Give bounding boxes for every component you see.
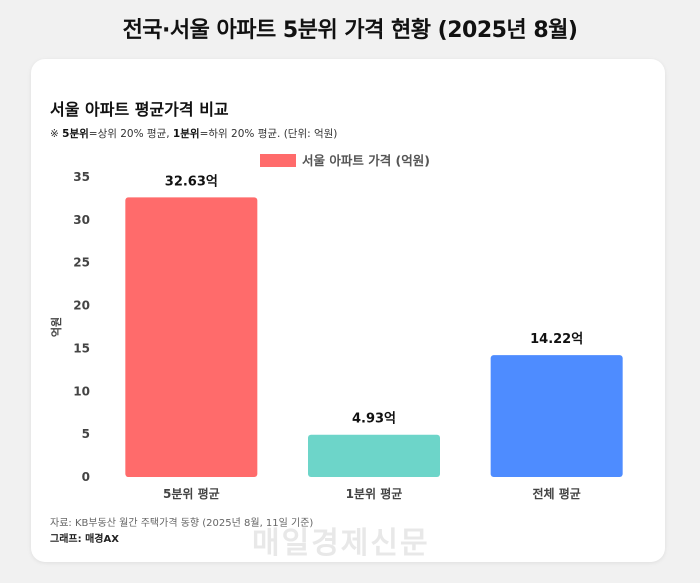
bars: 32.63억 4.93억 14.22억 (125, 174, 623, 478)
page-title: 전국·서울 아파트 5분위 가격 현황 (2025년 8월) (122, 18, 578, 43)
y-tick-label: 30 (73, 213, 90, 227)
y-tick-label: 5 (82, 427, 90, 441)
chart-legend: 서울 아파트 가격 (억원) (260, 153, 430, 168)
y-tick-label: 0 (82, 470, 90, 484)
note-desc-bottom: =하위 20% 평균. (단위: 억원) (199, 128, 338, 140)
y-axis-label: 억원 (49, 317, 63, 337)
note-term-bottom: 1분위 (172, 128, 200, 140)
bar-value-label: 14.22억 (530, 332, 583, 347)
bar (308, 434, 440, 477)
note-desc-top: =상위 20% 평균, (88, 128, 173, 140)
y-axis: 0 5 10 15 20 25 30 35 억원 (49, 170, 90, 484)
y-tick-label: 35 (73, 170, 90, 184)
y-tick-label: 20 (73, 299, 90, 313)
note-term-top: 5분위 (62, 128, 89, 140)
legend-swatch (260, 154, 296, 167)
chart-note: ※ 5분위=상위 20% 평균, 1분위=하위 20% 평균. (단위: 억원) (50, 126, 337, 141)
source-text: 자료: KB부동산 월간 주택가격 동향 (2025년 8월, 11일 기준) (50, 518, 314, 529)
bar-value-label: 4.93억 (352, 412, 396, 427)
y-tick-label: 10 (73, 384, 90, 398)
note-prefix: ※ (50, 128, 63, 140)
graph-credit: 그래프: 매경AX (50, 534, 119, 545)
bar-value-label: 32.63억 (165, 174, 218, 189)
bar (490, 355, 623, 477)
x-axis: 5분위 평균 1분위 평균 전체 평균 (163, 486, 581, 501)
y-tick-label: 15 (73, 341, 90, 355)
chart-title: 서울 아파트 평균가격 비교 (50, 100, 229, 119)
x-tick-label: 5분위 평균 (163, 487, 220, 501)
y-tick-label: 25 (73, 256, 90, 270)
x-tick-label: 1분위 평균 (346, 487, 403, 501)
bar (125, 197, 258, 478)
x-tick-label: 전체 평균 (532, 486, 580, 501)
legend-label: 서울 아파트 가격 (억원) (302, 153, 430, 168)
